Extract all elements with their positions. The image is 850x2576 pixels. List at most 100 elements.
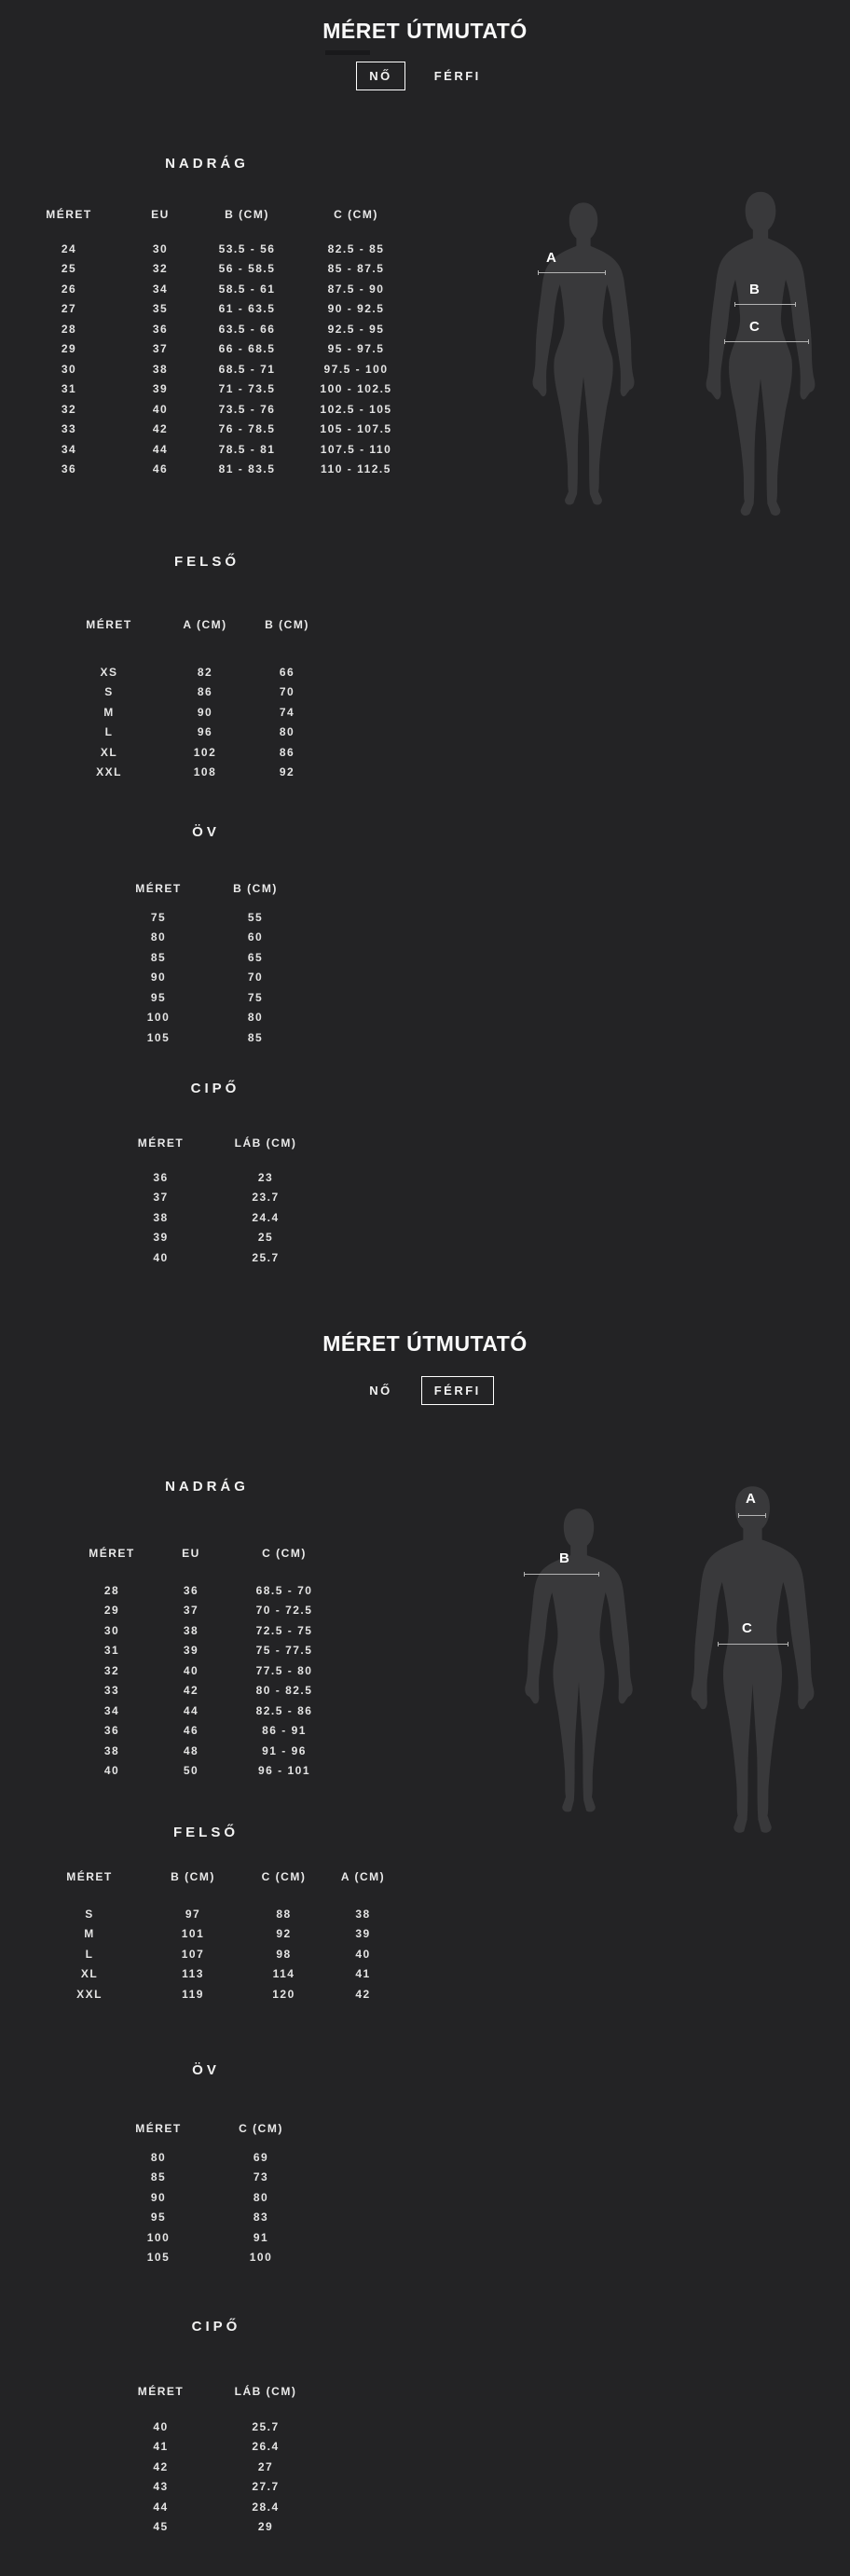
- table-cell: 40: [152, 402, 169, 416]
- tab-ferfi-men-section[interactable]: FÉRFI: [420, 1376, 494, 1405]
- table-cell: 95 - 97.5: [327, 342, 385, 356]
- table-cell: 96 - 101: [257, 1764, 311, 1778]
- table-cell: 75 - 77.5: [255, 1644, 313, 1658]
- tab-ferfi[interactable]: FÉRFI: [433, 69, 481, 83]
- woman-figure-front: [505, 164, 662, 544]
- column-header: MÉRET: [137, 1136, 185, 1150]
- table-cell: 76 - 78.5: [218, 422, 276, 436]
- table-cell: 39: [152, 382, 169, 396]
- column-header: MÉRET: [135, 882, 182, 895]
- table-cell: S: [85, 1907, 94, 1921]
- table-cell: 39: [153, 1231, 169, 1245]
- men-shoes-header-row: MÉRET LÁB (CM): [93, 2384, 354, 2399]
- women-tops-title: FELSŐ: [173, 554, 240, 570]
- men-belt-title: ÖV: [192, 2062, 220, 2078]
- column-header: MÉRET: [86, 618, 132, 631]
- table-cell: 91: [253, 2230, 269, 2244]
- table-cell: 83: [253, 2211, 269, 2225]
- men-pants-header-row: MÉRET EU C (CM): [56, 1546, 429, 1561]
- women-pants-header-row: MÉRET EU B (CM) C (CM): [19, 207, 419, 222]
- table-cell: 34: [61, 442, 77, 456]
- table-cell: 90: [150, 971, 167, 985]
- table-cell: 27.7: [252, 2480, 280, 2494]
- table-cell: 44: [183, 1703, 199, 1717]
- column-header: B (CM): [171, 1870, 215, 1883]
- table-cell: 27: [257, 2459, 274, 2473]
- table-cell: XL: [80, 1967, 99, 1981]
- table-cell: 58.5 - 61: [218, 282, 276, 296]
- table-cell: 32: [61, 402, 77, 416]
- women-tops-header-row: MÉRET A (CM) B (CM): [47, 617, 345, 632]
- measurement-line-a: [538, 270, 606, 275]
- column-header: MÉRET: [46, 208, 92, 221]
- table-cell: 86: [197, 685, 213, 699]
- column-header: B (CM): [233, 882, 278, 895]
- table-cell: 100: [249, 2251, 273, 2265]
- table-cell: 29: [103, 1604, 120, 1618]
- table-cell: XL: [100, 745, 118, 759]
- table-row: 95 75: [93, 987, 354, 1008]
- table-cell: 26.4: [252, 2440, 280, 2454]
- table-cell: 90: [150, 2190, 167, 2204]
- table-cell: 92: [276, 1927, 292, 1941]
- table-cell: 46: [152, 462, 169, 476]
- table-cell: 85: [150, 950, 167, 964]
- table-cell: 37: [183, 1604, 199, 1618]
- column-header: B (CM): [225, 208, 269, 221]
- table-cell: 44: [152, 442, 169, 456]
- column-header: C (CM): [334, 208, 378, 221]
- table-row: 34 44 82.5 - 86: [56, 1701, 429, 1721]
- column-header: C (CM): [239, 2122, 283, 2135]
- table-cell: 48: [183, 1743, 199, 1757]
- table-row: 32 40 77.5 - 80: [56, 1660, 429, 1681]
- table-cell: 78.5 - 81: [218, 442, 276, 456]
- table-cell: XS: [100, 665, 118, 679]
- table-cell: 40: [355, 1947, 371, 1961]
- table-cell: 38: [355, 1907, 371, 1921]
- tab-no-men-section[interactable]: NŐ: [369, 1384, 392, 1398]
- table-cell: 33: [61, 422, 77, 436]
- table-cell: 73: [253, 2170, 269, 2184]
- table-cell: S: [104, 685, 114, 699]
- table-cell: 85: [150, 2170, 167, 2184]
- table-cell: 61 - 63.5: [218, 302, 276, 316]
- table-row: M 90 74: [47, 702, 345, 723]
- table-cell: 70 - 72.5: [255, 1604, 313, 1618]
- women-pants-body: 24 30 53.5 - 56 82.5 - 85 25 32 56 - 58.5 85 - …: [19, 239, 419, 479]
- table-row: 37 23.7: [93, 1188, 354, 1208]
- table-row: 90 80: [93, 2187, 354, 2208]
- table-cell: 25: [61, 262, 77, 276]
- table-row: 90 70: [93, 968, 354, 988]
- table-cell: 101: [181, 1927, 205, 1941]
- measurement-label-c: C: [749, 319, 761, 335]
- table-cell: 23: [257, 1170, 274, 1184]
- table-row: 105 100: [93, 2248, 354, 2268]
- table-cell: 82.5 - 86: [255, 1703, 313, 1717]
- table-row: 36 23: [93, 1167, 354, 1188]
- men-shoes-table: CIPŐ MÉRET LÁB (CM) 40 25.7 41 26.4 42 27 43 27.…: [93, 2320, 354, 2537]
- tab-no[interactable]: NŐ: [356, 62, 405, 90]
- table-cell: 105: [146, 2251, 171, 2265]
- table-cell: 92: [279, 765, 295, 779]
- table-cell: 38: [152, 362, 169, 376]
- table-cell: 100: [146, 2230, 171, 2244]
- table-row: 28 36 63.5 - 66 92.5 - 95: [19, 319, 419, 339]
- table-cell: 36: [61, 462, 77, 476]
- women-belt-body: 75 55 80 60 85 65 90 70 95 75 100 80 105 85: [93, 907, 354, 1048]
- table-cell: 90: [197, 705, 213, 719]
- table-row: 27 35 61 - 63.5 90 - 92.5: [19, 299, 419, 320]
- table-row: 80 60: [93, 928, 354, 948]
- table-cell: 88: [276, 1907, 292, 1921]
- table-cell: 34: [152, 282, 169, 296]
- table-cell: 85 - 87.5: [327, 262, 385, 276]
- table-row: 30 38 72.5 - 75: [56, 1620, 429, 1641]
- table-row: 100 80: [93, 1008, 354, 1028]
- column-header: EU: [182, 1547, 200, 1560]
- table-row: 100 91: [93, 2227, 354, 2248]
- table-cell: 73.5 - 76: [218, 402, 276, 416]
- table-cell: 90 - 92.5: [327, 302, 385, 316]
- table-cell: 29: [61, 342, 77, 356]
- men-pants-body: 28 36 68.5 - 70 29 37 70 - 72.5 30 38 72.5 - 75 3…: [56, 1580, 429, 1781]
- table-cell: 50: [183, 1764, 199, 1778]
- table-row: 34 44 78.5 - 81 107.5 - 110: [19, 439, 419, 460]
